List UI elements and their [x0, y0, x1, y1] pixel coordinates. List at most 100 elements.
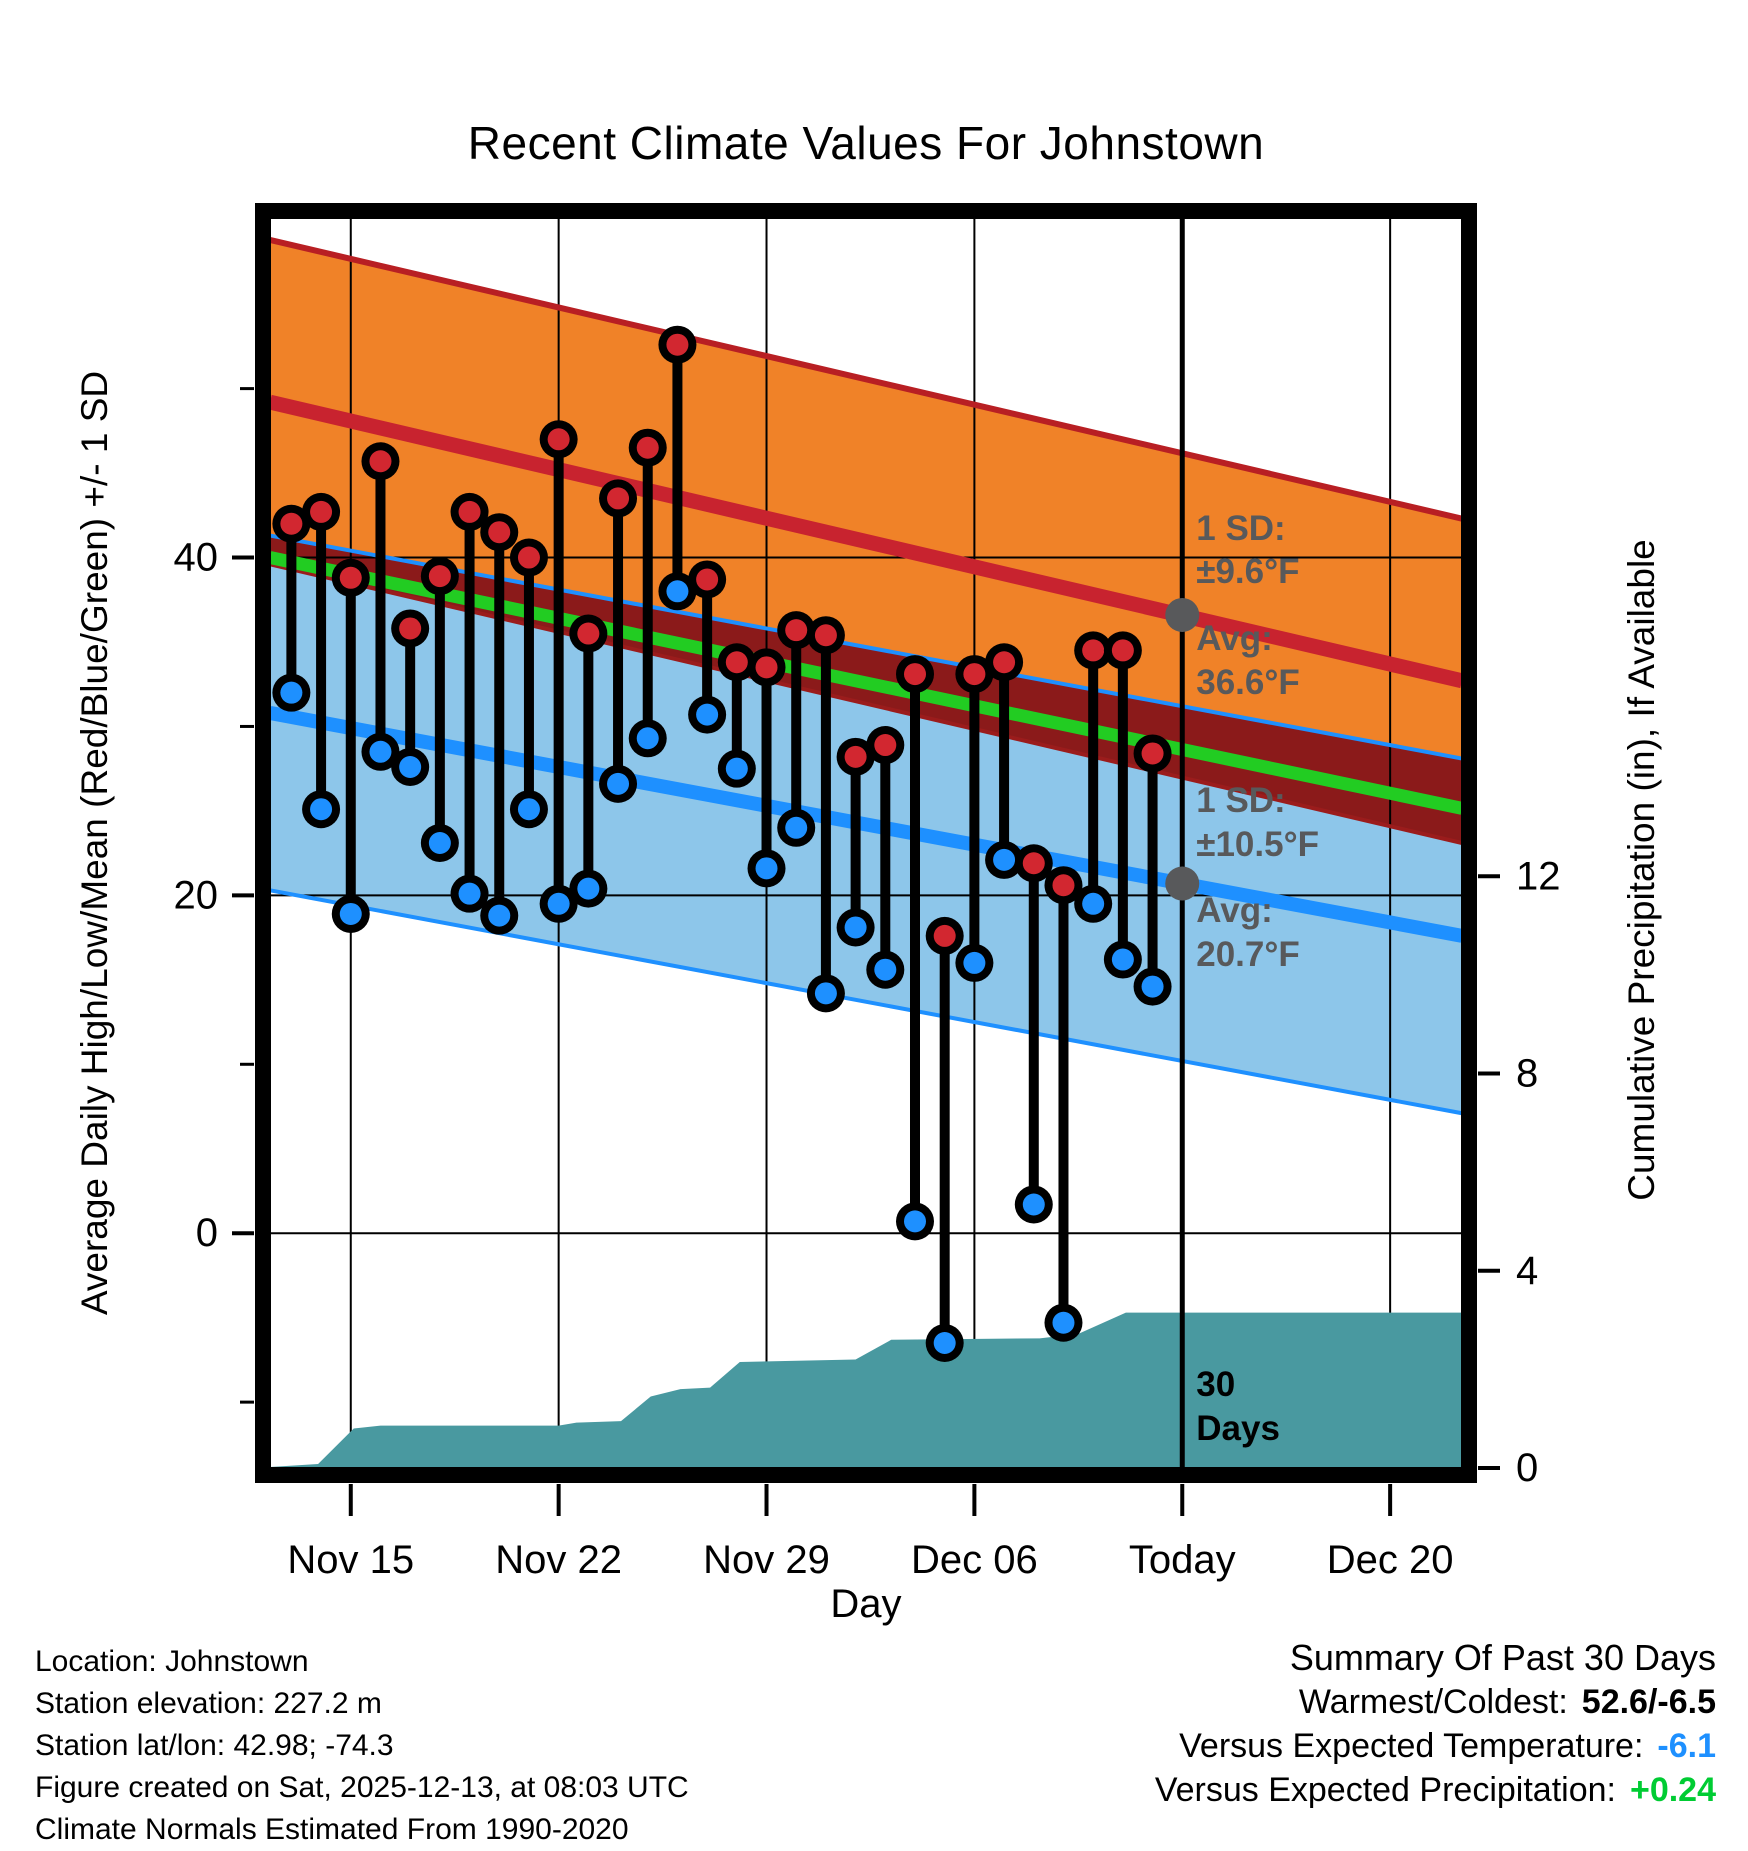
svg-text:36.6°F: 36.6°F [1196, 663, 1300, 702]
low-dot [1022, 1193, 1045, 1216]
svg-text:0: 0 [1516, 1446, 1538, 1490]
day-stem [539, 420, 578, 923]
low-dot [725, 757, 748, 780]
day-stem [420, 557, 459, 862]
high-dot [814, 624, 837, 647]
day-stem [272, 504, 311, 712]
low-dot [280, 681, 303, 704]
summary-panel: Summary Of Past 30 Days Warmest/Coldest:… [1155, 1636, 1716, 1812]
day-stem [925, 916, 964, 1362]
svg-text:20.7°F: 20.7°F [1196, 935, 1300, 974]
low-dot [339, 902, 362, 925]
high-dot [874, 734, 897, 757]
created-line: Figure created on Sat, 2025-12-13, at 08… [35, 1771, 689, 1804]
avg-low-marker-dot [1165, 866, 1200, 901]
summary-vs-temperature: Versus Expected Temperature: -6.1 [1179, 1727, 1716, 1765]
vs-precipitation-value: +0.24 [1629, 1771, 1716, 1809]
chart-title: Recent Climate Values For Johnstown [467, 117, 1265, 169]
low-dot [844, 916, 867, 939]
low-dot [399, 755, 422, 778]
high-dot [607, 487, 630, 510]
x-axis-title: Day [830, 1582, 902, 1626]
svg-text:0: 0 [196, 1211, 218, 1255]
day-stem [509, 538, 548, 829]
cumulative-precip-area [270, 1312, 1462, 1468]
low-dot [993, 848, 1016, 871]
day-stem [747, 648, 786, 888]
svg-text:8: 8 [1516, 1052, 1538, 1096]
low-dot [577, 877, 600, 900]
svg-text:Today: Today [1129, 1538, 1236, 1582]
day-stem [361, 442, 400, 771]
high-dot [844, 745, 867, 768]
day-stem [599, 479, 638, 803]
high-dot [933, 924, 956, 947]
svg-text:20: 20 [174, 873, 219, 917]
high-dot [280, 512, 303, 535]
figure-metadata: Location: Johnstown Station elevation: 2… [35, 1641, 689, 1851]
high-dot [1052, 874, 1075, 897]
plot-border [255, 203, 1477, 1483]
high-dot [903, 663, 926, 686]
normals-line: Climate Normals Estimated From 1990-2020 [35, 1813, 629, 1846]
svg-text:Dec 20: Dec 20 [1327, 1538, 1454, 1582]
day-stem [391, 609, 430, 786]
low-dot [310, 798, 333, 821]
low-dot [755, 857, 778, 880]
svg-text:40: 40 [174, 536, 219, 580]
high-dot [1022, 852, 1045, 875]
high-dot [547, 428, 570, 451]
latlon-line: Station lat/lon: 42.98; -74.3 [35, 1729, 394, 1762]
high-dot [369, 450, 392, 473]
low-dot [963, 951, 986, 974]
svg-text:Nov 15: Nov 15 [287, 1538, 414, 1582]
low-dot [488, 904, 511, 927]
svg-text:12: 12 [1516, 854, 1561, 898]
day-stem [955, 655, 994, 982]
low-dot [428, 832, 451, 854]
high-dot [399, 617, 422, 640]
day-stem [1133, 734, 1172, 1006]
high-dot [488, 521, 511, 544]
low-dot [1082, 892, 1105, 915]
low-dot [874, 958, 897, 981]
high-dot [577, 622, 600, 645]
low-dot [903, 1210, 926, 1233]
svg-text:1 SD:: 1 SD: [1196, 509, 1285, 548]
avg-high-marker-dot [1165, 597, 1200, 632]
day-stem [1044, 866, 1083, 1342]
high-dot [310, 500, 333, 523]
low-dot [547, 892, 570, 915]
high-dot [458, 500, 481, 523]
low-dot [458, 882, 481, 905]
low-dot [933, 1332, 956, 1354]
day-stem [569, 614, 608, 908]
high-dot [1141, 742, 1164, 765]
svg-text:±9.6°F: ±9.6°F [1196, 552, 1299, 591]
low-dot [369, 740, 392, 763]
svg-text:±10.5°F: ±10.5°F [1196, 825, 1319, 864]
high-dot [696, 568, 719, 591]
svg-text:30: 30 [1196, 1365, 1235, 1404]
summary-vs-precipitation: Versus Expected Precipitation: +0.24 [1154, 1771, 1716, 1809]
day-stem [302, 492, 341, 829]
low-dot [666, 580, 689, 603]
low-dot [696, 703, 719, 726]
low-dot [636, 727, 659, 750]
high-dot [1111, 639, 1134, 662]
day-stem [628, 428, 667, 758]
low-dot [1052, 1311, 1075, 1334]
warmest-coldest-value: 52.6/-6.5 [1581, 1683, 1716, 1721]
svg-text:Avg:: Avg: [1196, 619, 1272, 658]
svg-text:Nov 29: Nov 29 [703, 1538, 830, 1582]
day-stem [836, 737, 875, 947]
high-dot [755, 656, 778, 679]
low-dot [517, 798, 540, 821]
normal-annotations: 1 SD: ±9.6°F Avg: 36.6°F 1 SD: ±10.5°F Avg: 20.… [1165, 509, 1319, 1448]
low-dot [814, 982, 837, 1005]
high-dot [725, 651, 748, 674]
high-dot [517, 546, 540, 569]
low-dot [785, 816, 808, 839]
